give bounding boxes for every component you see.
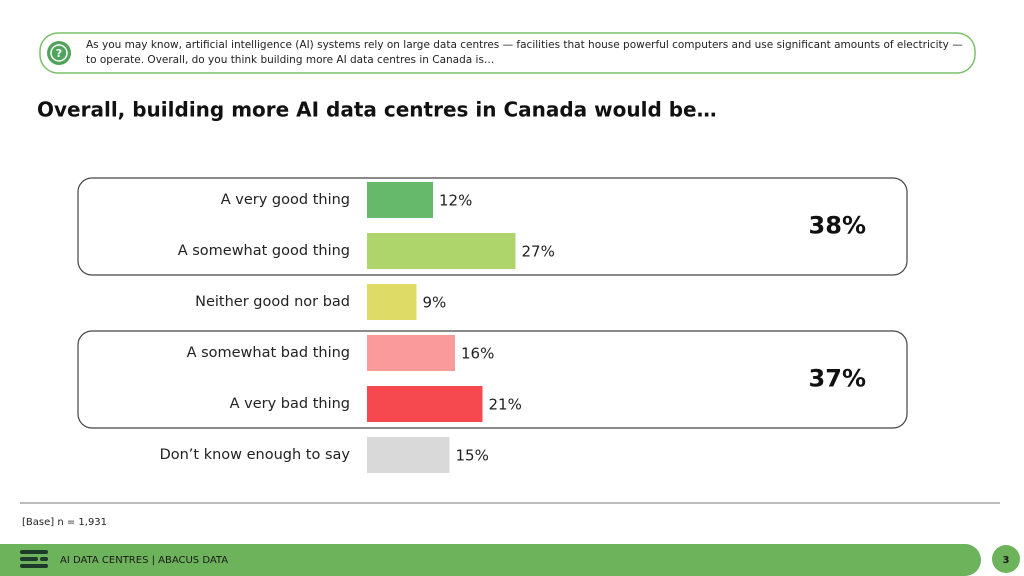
value-label: 15% [456,447,489,465]
category-label: A somewhat bad thing [187,345,350,361]
value-label: 21% [489,396,522,414]
bar [367,335,455,371]
page-badge [992,545,1020,573]
value-label: 9% [423,294,447,312]
base-note: [Base] n = 1,931 [22,517,107,528]
bar [367,386,483,422]
category-label: Don’t know enough to say [160,447,351,463]
group-box [77,177,908,276]
question-icon-ring [50,44,68,62]
group-box [77,330,908,429]
question-text: As you may know, artificial intelligence… [86,39,963,66]
page-number: 3 [1003,555,1010,566]
question-icon-mark: ? [56,47,62,60]
group-total: 38% [809,212,866,240]
footer-bar [0,544,981,576]
bar [367,437,450,473]
question-box [39,32,976,74]
chart-title: Overall, building more AI data centres i… [37,98,717,122]
footer-logo [20,550,48,568]
bar [367,182,433,218]
category-label: A very good thing [221,192,350,208]
category-label: Neither good nor bad [195,294,350,310]
group-total: 37% [809,365,866,393]
category-label: A very bad thing [230,396,350,412]
bar [367,284,417,320]
footer-text: AI DATA CENTRES | ABACUS DATA [60,555,228,566]
category-label: A somewhat good thing [178,243,350,259]
value-label: 27% [522,243,555,261]
bar [367,233,516,269]
value-label: 12% [439,192,472,210]
value-label: 16% [461,345,494,363]
